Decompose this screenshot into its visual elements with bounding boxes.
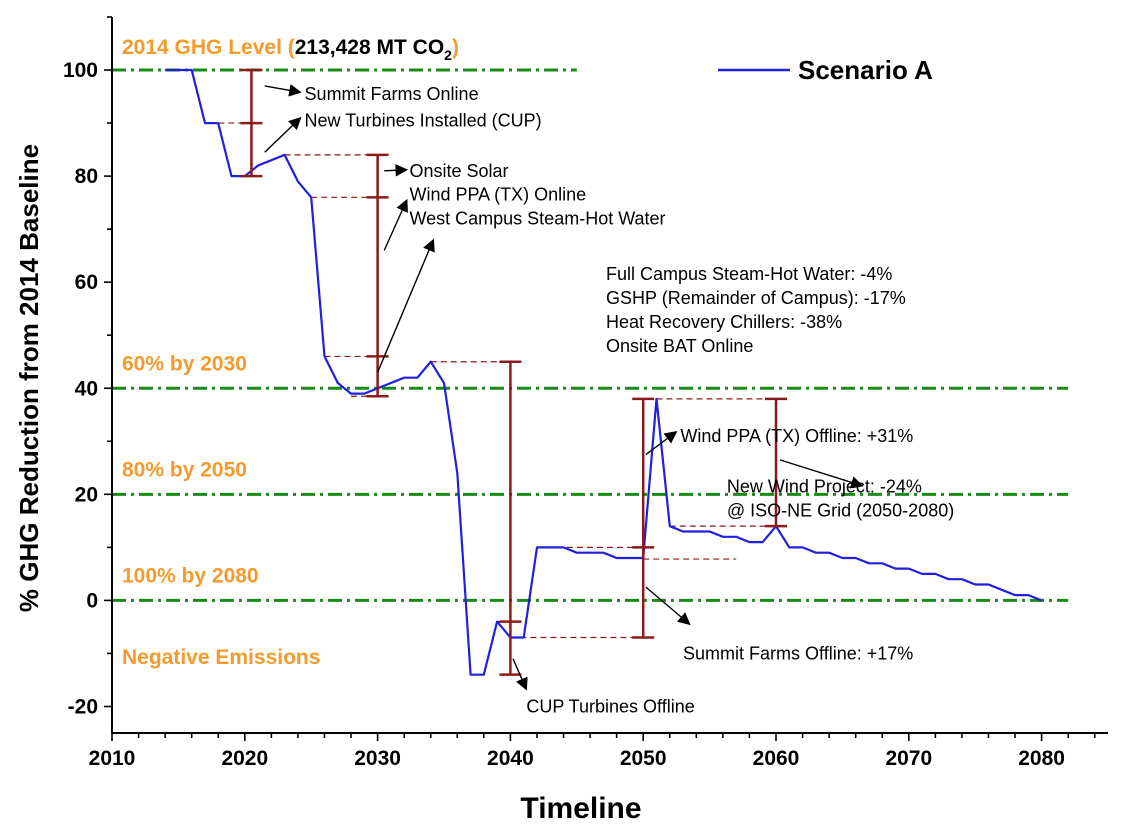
annotation-arrow (645, 430, 678, 456)
annotation-text: @ ISO-NE Grid (2050-2080) (727, 500, 954, 520)
x-tick-label: 2030 (354, 747, 401, 770)
annotation-text: Onsite Solar (409, 161, 508, 181)
target-label: 60% by 2030 (122, 352, 247, 375)
annotation-text: New Wind Project: -24% (727, 476, 922, 496)
target-label: 2014 GHG Level (213,428 MT CO2) (122, 36, 459, 63)
target-lines: 2014 GHG Level (213,428 MT CO2) 60% by 20… (112, 36, 1069, 669)
annotation-text: New Turbines Installed (CUP) (305, 110, 542, 130)
x-tick-label: 2060 (753, 747, 800, 770)
y-tick-label: 0 (86, 589, 98, 612)
target-label: 80% by 2050 (122, 458, 247, 481)
target-label: 100% by 2080 (122, 564, 259, 587)
annotation-text: Summit Farms Offline: +17% (683, 643, 913, 663)
annotation-text: Wind PPA (TX) Offline: +31% (680, 426, 913, 446)
negative-emissions-label: Negative Emissions (122, 646, 320, 669)
annotation-arrow (645, 586, 691, 626)
annotation-layer: Summit Farms Online New Turbines Installe… (264, 84, 954, 716)
annotation-arrow (779, 459, 864, 489)
y-tick-label: 40 (75, 377, 98, 400)
y-tick-label: -20 (68, 695, 98, 718)
annotation-arrow (384, 163, 409, 177)
annotation-arrow (264, 116, 302, 153)
annotation-text: Heat Recovery Chillers: -38% (606, 312, 842, 332)
annotation-arrow (376, 238, 435, 373)
y-axis-title: % GHG Reduction from 2014 Baseline (14, 144, 44, 612)
annotation-arrow (512, 658, 528, 691)
annotation-text: CUP Turbines Offline (526, 696, 694, 716)
x-tick-label: 2040 (487, 747, 534, 770)
x-tick-label: 2050 (620, 747, 667, 770)
y-tick-label: 20 (75, 483, 98, 506)
bracket-layer (240, 68, 787, 676)
annotation-text: Full Campus Steam-Hot Water: -4% (606, 264, 892, 284)
legend-label: Scenario A (798, 55, 933, 85)
y-tick-label: 100 (63, 59, 98, 82)
annotation-text: GSHP (Remainder of Campus): -17% (606, 288, 906, 308)
x-tick-label: 2080 (1018, 747, 1065, 770)
series-layer (165, 68, 1043, 676)
annotation-arrow (383, 198, 408, 251)
annotation-arrow (264, 84, 302, 97)
legend: Scenario A (718, 55, 933, 85)
annotation-text: Summit Farms Online (305, 84, 479, 104)
x-tick-label: 2010 (89, 747, 136, 770)
series-line-scenario-a (165, 68, 1043, 676)
y-tick-label: 60 (75, 271, 98, 294)
axes: 2010 2020 2030 2040 2050 2060 2070 2080-2002040… (63, 16, 1108, 770)
y-tick-label: 80 (75, 165, 98, 188)
annotation-text: Onsite BAT Online (606, 336, 753, 356)
annotation-text: West Campus Steam-Hot Water (409, 209, 665, 229)
annotation-text: Wind PPA (TX) Online (409, 185, 586, 205)
x-tick-label: 2070 (885, 747, 932, 770)
x-tick-label: 2020 (221, 747, 268, 770)
x-axis-title: Timeline (520, 792, 641, 825)
